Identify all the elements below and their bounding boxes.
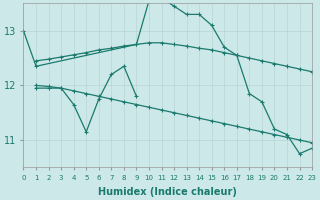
- X-axis label: Humidex (Indice chaleur): Humidex (Indice chaleur): [98, 187, 237, 197]
